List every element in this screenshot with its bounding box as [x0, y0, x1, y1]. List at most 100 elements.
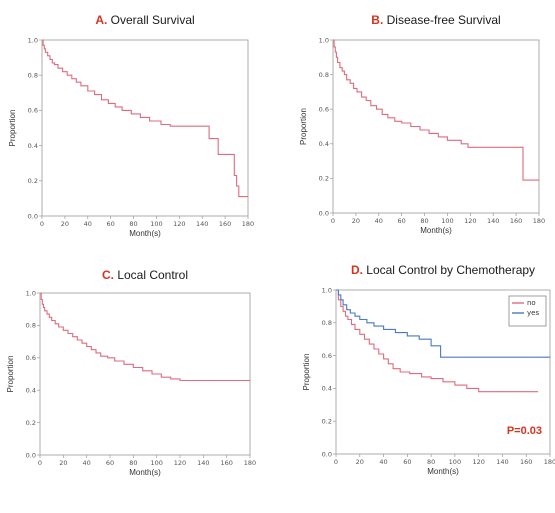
x-tick-label: 160: [510, 217, 522, 225]
x-tick-label: 60: [107, 220, 115, 228]
x-tick-label: 40: [375, 217, 383, 225]
chart-panel-d: D. Local Control by Chemotherapy 0 20 40 60 8…: [302, 263, 555, 476]
y-tick-label: 0.8: [28, 72, 38, 80]
x-tick-label: 120: [472, 458, 484, 466]
x-axis-label: Month(s): [427, 467, 459, 476]
y-tick-label: 0.8: [322, 319, 332, 327]
y-tick-label: 0.6: [26, 354, 36, 362]
x-tick-label: 180: [544, 458, 555, 466]
x-axis-label: Month(s): [420, 226, 452, 235]
x-axis-label: Month(s): [129, 468, 161, 477]
x-tick-label: 20: [61, 220, 69, 228]
x-tick-label: 20: [352, 217, 360, 225]
x-tick-label: 60: [398, 217, 406, 225]
x-tick-label: 160: [520, 458, 532, 466]
x-tick-label: 0: [38, 459, 42, 467]
panel-letter: A.: [95, 13, 110, 27]
axis-ticks: [37, 292, 251, 458]
chart-title: C. Local Control: [102, 268, 188, 282]
x-tick-label: 80: [420, 217, 428, 225]
plot-frame: [41, 39, 249, 217]
series-line: [333, 39, 539, 181]
y-tick-label: 0.6: [322, 352, 332, 360]
chart-panel-c: C. Local Control 0 20 40 60 80 100 120 140 160 180…: [6, 268, 256, 477]
y-tick-label: 0.0: [28, 212, 38, 220]
x-axis-label: Month(s): [129, 229, 161, 238]
axis-ticks: [333, 289, 551, 457]
x-tick-label: 160: [220, 459, 232, 467]
y-tick-label: 1.0: [26, 289, 36, 297]
chart-panel-a: A. Overall Survival 0 20 40 60 80 100 120 140 160…: [8, 13, 254, 238]
y-axis-label: Proportion: [6, 356, 15, 393]
y-axis-label: Proportion: [299, 108, 308, 145]
x-tick-label: 100: [150, 220, 162, 228]
panel-title-text: Local Control: [117, 268, 188, 282]
series-line-no: [336, 289, 539, 393]
panel-letter: B.: [371, 13, 386, 27]
series-line: [42, 39, 248, 198]
y-tick-label: 0.8: [319, 71, 329, 79]
y-tick-label: 0.2: [26, 419, 36, 427]
y-tick-label: 0.4: [319, 140, 329, 148]
y-tick-label: 0.0: [319, 209, 329, 217]
plot-frame: [332, 39, 540, 214]
x-tick-label: 80: [427, 458, 435, 466]
x-tick-label: 20: [59, 459, 67, 467]
x-tick-label: 140: [487, 217, 499, 225]
legend: no yes: [508, 295, 547, 327]
y-tick-label: 0.2: [319, 175, 329, 183]
y-tick-label: 0.6: [319, 106, 329, 114]
p-value-annotation: P=0.03: [507, 425, 542, 437]
x-tick-label: 140: [197, 459, 209, 467]
axis-ticks: [39, 39, 249, 219]
y-tick-label: 0.4: [28, 142, 38, 150]
x-tick-label: 180: [533, 217, 545, 225]
legend-box: [508, 295, 547, 327]
x-tick-label: 80: [129, 459, 137, 467]
y-tick-label: 0.4: [322, 385, 332, 393]
y-tick-label: 1.0: [319, 36, 329, 44]
x-tick-label: 80: [129, 220, 137, 228]
y-tick-label: 0.8: [26, 322, 36, 330]
y-tick-label: 0.0: [26, 451, 36, 459]
x-tick-label: 140: [496, 458, 508, 466]
x-tick-label: 40: [84, 220, 92, 228]
plot-frame: [39, 292, 251, 456]
x-tick-label: 0: [40, 220, 44, 228]
y-tick-label: 1.0: [322, 286, 332, 294]
x-tick-label: 20: [356, 458, 364, 466]
x-tick-label: 120: [174, 459, 186, 467]
x-tick-label: 160: [219, 220, 231, 228]
y-axis-label: Proportion: [302, 354, 311, 391]
y-tick-label: 0.6: [28, 107, 38, 115]
y-tick-label: 0.0: [322, 450, 332, 458]
x-tick-label: 60: [106, 459, 114, 467]
panel-title-text: Overall Survival: [111, 13, 195, 27]
x-tick-label: 180: [242, 220, 254, 228]
series-line: [40, 292, 250, 382]
x-tick-label: 180: [244, 459, 256, 467]
x-tick-label: 100: [441, 217, 453, 225]
panel-title-text: Local Control by Chemotherapy: [366, 263, 535, 277]
x-tick-label: 120: [173, 220, 185, 228]
y-axis-label: Proportion: [8, 110, 17, 147]
panel-letter: D.: [351, 263, 366, 277]
x-tick-label: 40: [83, 459, 91, 467]
y-tick-label: 1.0: [28, 36, 38, 44]
y-tick-label: 0.2: [322, 418, 332, 426]
chart-title: B. Disease-free Survival: [371, 13, 500, 27]
y-tick-label: 0.2: [28, 177, 38, 185]
axis-ticks: [330, 39, 540, 216]
legend-label-no: no: [527, 299, 536, 307]
series-line-yes: [336, 289, 550, 358]
x-tick-label: 40: [379, 458, 387, 466]
panel-letter: C.: [102, 268, 117, 282]
x-tick-label: 0: [331, 217, 335, 225]
y-tick-label: 0.4: [26, 387, 36, 395]
x-tick-label: 100: [150, 459, 162, 467]
chart-panel-b: B. Disease-free Survival 0 20 40 60 80 100 120 1…: [299, 13, 545, 235]
chart-title: A. Overall Survival: [95, 13, 194, 27]
chart-title: D. Local Control by Chemotherapy: [351, 263, 535, 277]
x-tick-label: 140: [196, 220, 208, 228]
